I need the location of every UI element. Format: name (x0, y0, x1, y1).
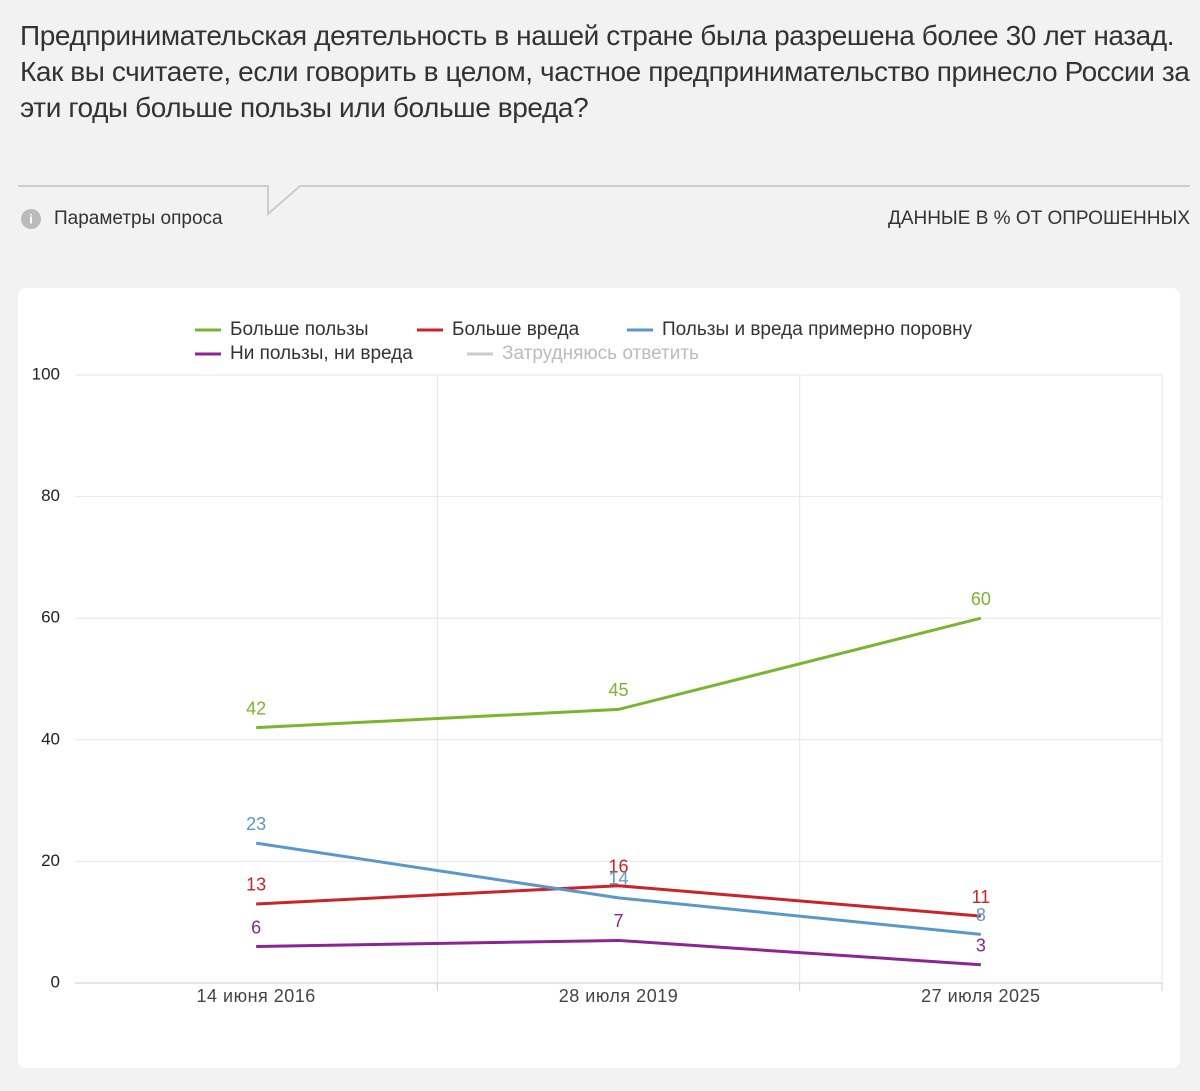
series-line (255, 841, 981, 936)
separator (18, 185, 1190, 217)
question-title: Предпринимательская деятельность в нашей… (20, 20, 1190, 123)
series-line (256, 884, 981, 918)
data-label: 7 (613, 911, 623, 931)
legend-label: Ни пользы, ни вреда (230, 343, 413, 364)
data-label: 16 (608, 856, 628, 876)
y-tick-label: 20 (41, 851, 60, 870)
data-label: 6 (251, 917, 261, 937)
data-label: 45 (608, 680, 628, 700)
header-decor: i (18, 185, 1190, 229)
data-label: 42 (246, 698, 266, 718)
data-label: 3 (976, 936, 986, 956)
x-tick-label: 28 июля 2019 (559, 986, 678, 1006)
data-label: 60 (971, 589, 991, 609)
series-line (256, 616, 982, 730)
y-tick-label: 80 (41, 486, 60, 505)
legend-label: Больше вреда (452, 319, 580, 340)
x-tick-label: 27 июля 2025 (921, 986, 1040, 1006)
survey-params[interactable]: Параметры опроса (54, 208, 223, 229)
y-tick-label: 60 (41, 608, 60, 627)
data-label: 23 (246, 814, 266, 834)
series-line (256, 938, 981, 967)
info-icon-glyph: i (29, 211, 33, 226)
legend-label: Пользы и вреда примерно поровну (662, 319, 973, 340)
info-icon[interactable] (21, 209, 41, 229)
legend-label: Затрудняюсь ответить (502, 343, 699, 364)
legend-label: Больше пользы (230, 319, 368, 340)
data-label: 8 (976, 905, 986, 925)
y-tick-label: 100 (32, 364, 60, 383)
units-note: ДАННЫЕ В % ОТ ОПРОШЕННЫХ (887, 208, 1190, 229)
x-tick-label: 14 июня 2016 (197, 986, 316, 1006)
data-label: 13 (246, 875, 266, 895)
y-tick-label: 0 (51, 972, 60, 991)
data-label: 11 (971, 887, 990, 907)
chart-card (18, 288, 1180, 1068)
y-tick-label: 40 (41, 729, 60, 748)
data-label: 14 (608, 869, 628, 889)
